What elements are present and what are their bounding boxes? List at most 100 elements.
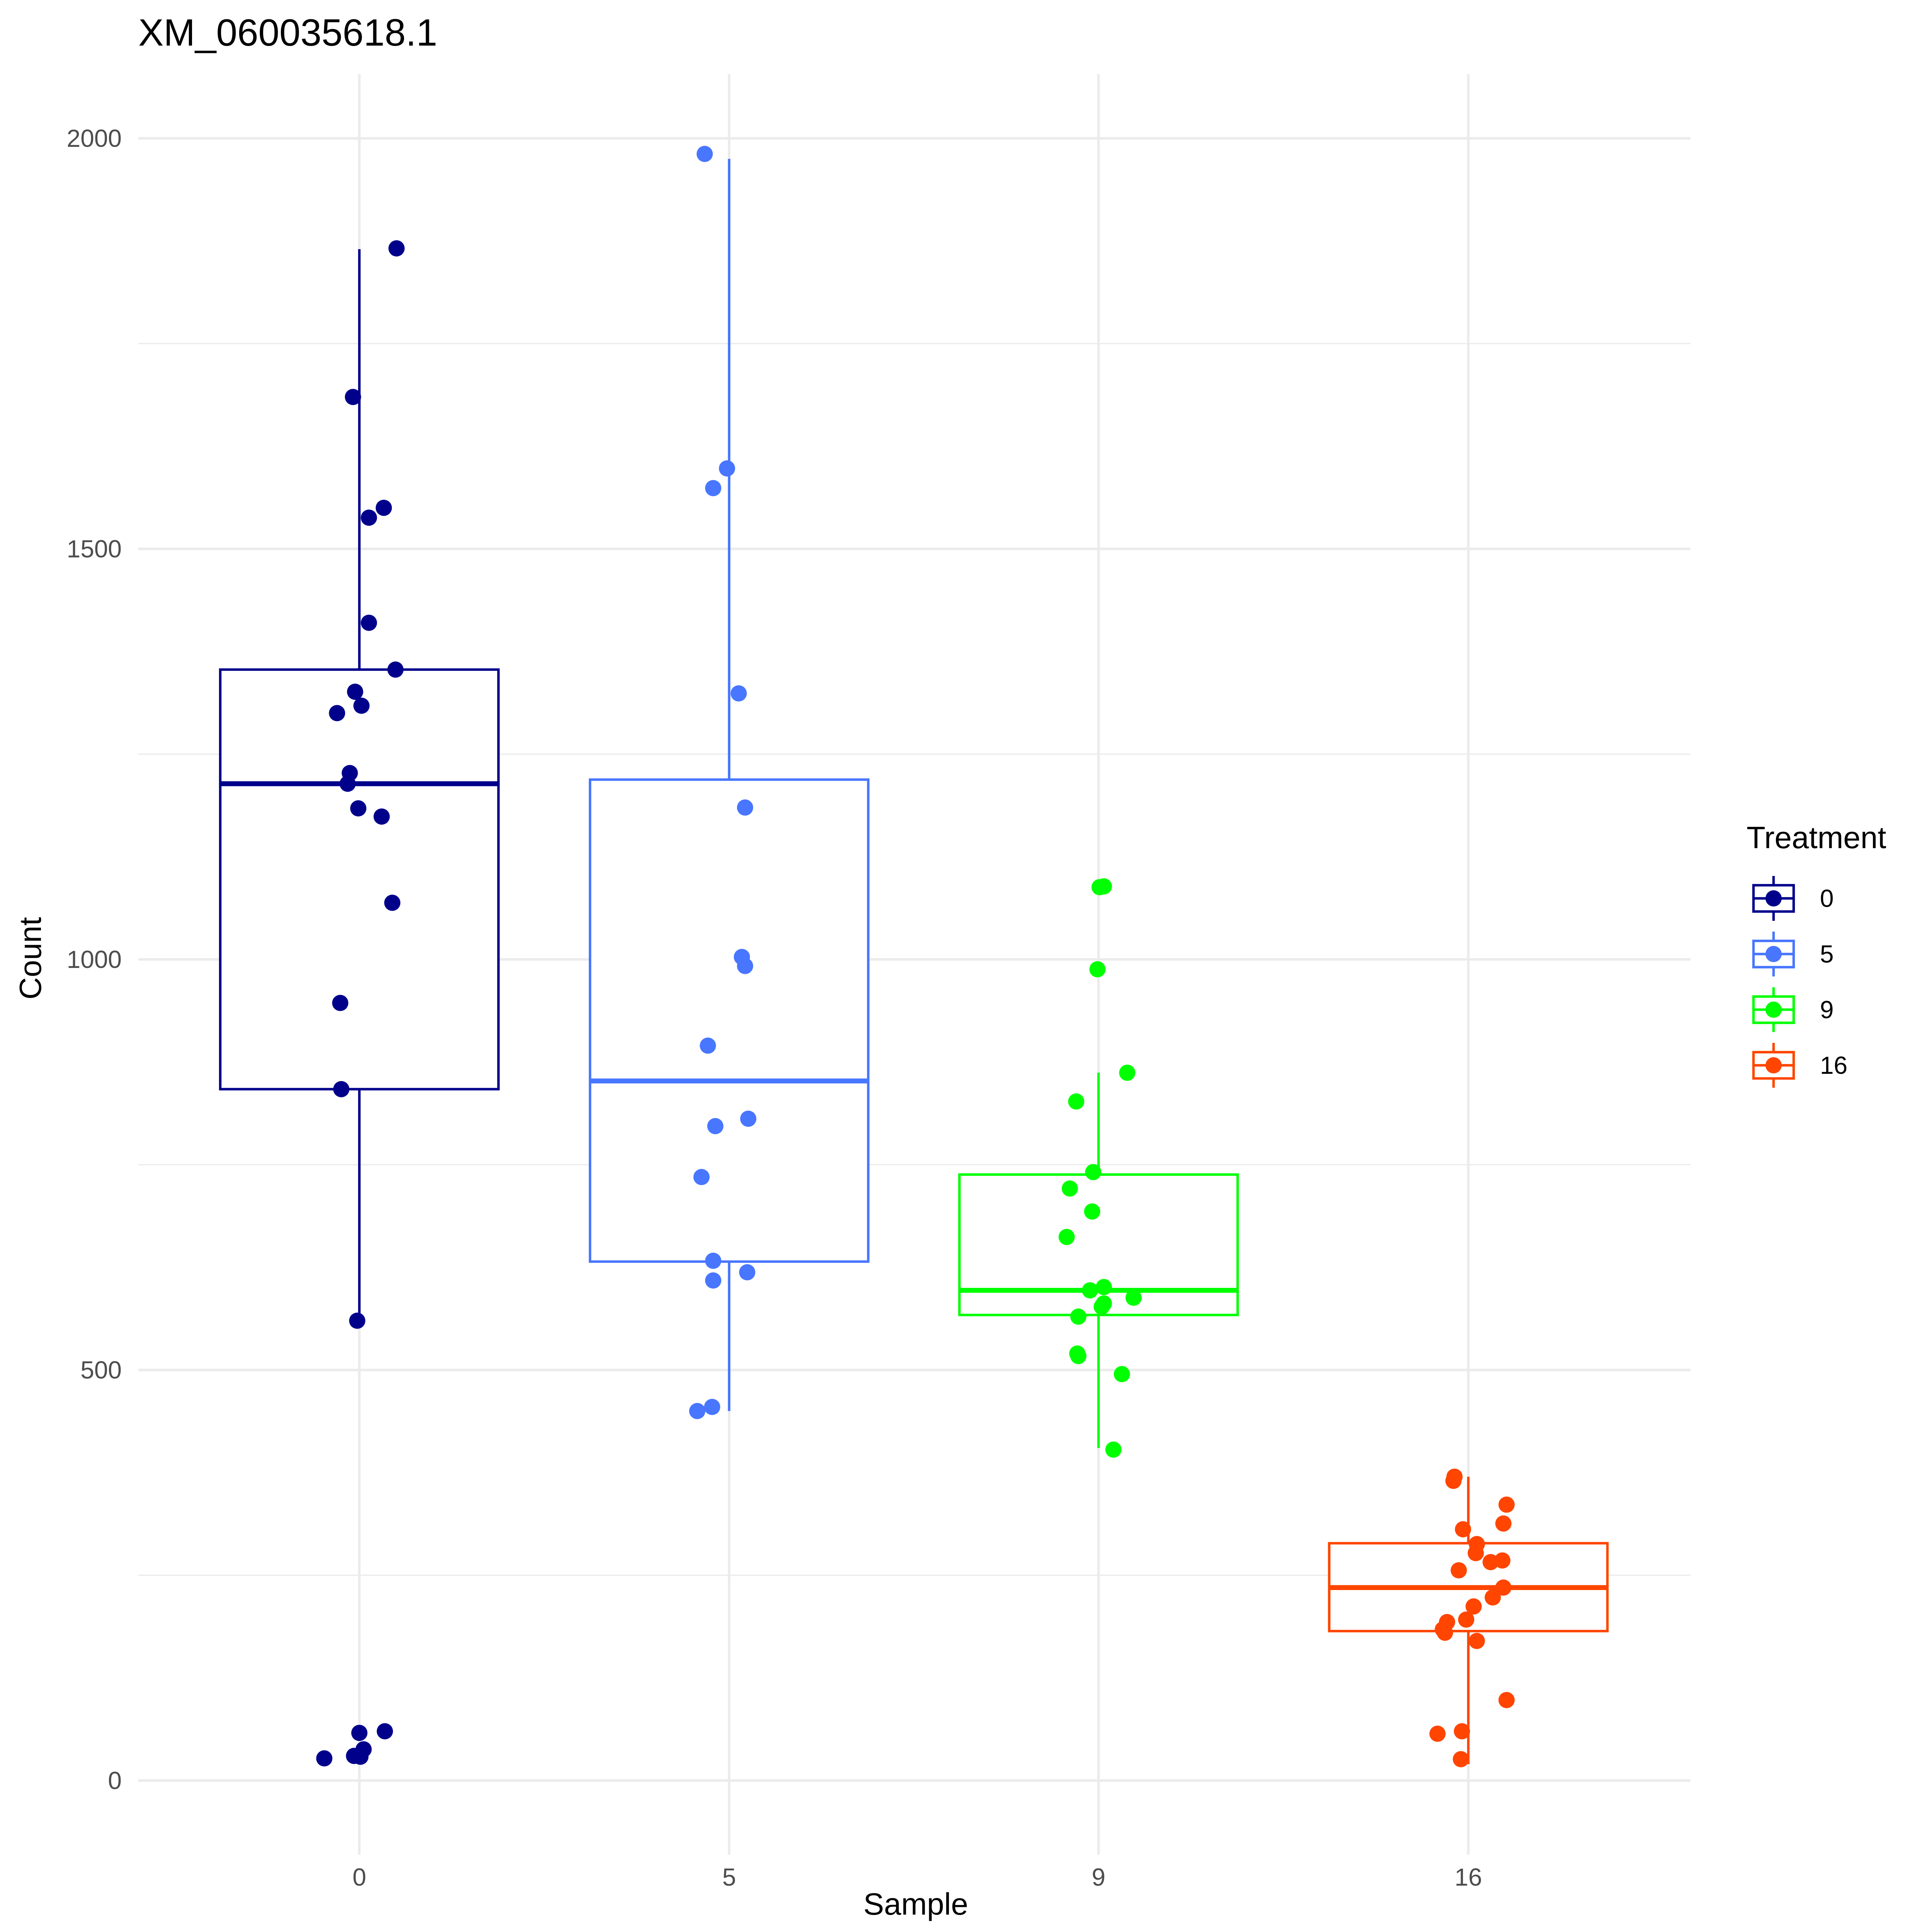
box-5 — [588, 159, 870, 1411]
data-point — [1068, 1093, 1085, 1110]
data-point — [333, 1081, 350, 1097]
data-point — [740, 1111, 757, 1127]
data-point — [1451, 1562, 1467, 1578]
data-point — [1465, 1598, 1482, 1615]
data-point — [1498, 1497, 1515, 1513]
data-point — [361, 509, 377, 526]
y-tick-label: 2000 — [67, 124, 122, 152]
legend-label: 5 — [1820, 940, 1834, 968]
data-point — [719, 460, 735, 477]
data-point — [1061, 1180, 1078, 1197]
data-point — [705, 1252, 721, 1269]
data-point — [689, 1403, 706, 1419]
legend-key-point — [1765, 890, 1782, 906]
data-point — [737, 799, 753, 816]
data-point — [1114, 1366, 1130, 1383]
data-point — [316, 1750, 333, 1767]
data-point — [1429, 1725, 1446, 1742]
data-point — [737, 958, 753, 974]
data-point — [347, 684, 363, 700]
y-axis-title: Count — [13, 917, 48, 999]
data-point — [1058, 1229, 1075, 1245]
data-point — [1498, 1692, 1515, 1708]
legend-key-point — [1765, 1057, 1782, 1073]
data-point — [361, 614, 377, 631]
data-point — [730, 685, 747, 702]
box-iqr — [219, 668, 500, 1090]
data-point — [1082, 1282, 1098, 1299]
data-point — [1445, 1473, 1462, 1489]
data-point — [345, 389, 361, 405]
chart-title: XM_060035618.1 — [138, 11, 437, 54]
data-point — [1454, 1723, 1470, 1740]
points-9 — [1058, 878, 1142, 1458]
data-point — [377, 1723, 393, 1740]
box-iqr — [958, 1173, 1239, 1316]
data-point — [329, 705, 345, 721]
box-iqr — [588, 778, 870, 1263]
data-point — [1094, 1298, 1110, 1315]
data-point — [700, 1037, 716, 1054]
data-point — [739, 1264, 755, 1281]
legend-key-point — [1765, 946, 1782, 962]
y-tick-label: 1500 — [67, 535, 122, 563]
data-point — [1105, 1441, 1122, 1458]
data-point — [373, 808, 390, 825]
boxes — [219, 159, 1609, 1764]
legend-key-16 — [1752, 1043, 1795, 1088]
data-point — [384, 895, 401, 911]
data-point — [1070, 1308, 1087, 1325]
data-point — [349, 1313, 366, 1329]
data-point — [1468, 1545, 1484, 1561]
points-5 — [689, 146, 757, 1419]
points-16 — [1429, 1468, 1515, 1767]
legend-label: 16 — [1820, 1051, 1847, 1079]
box-0 — [219, 249, 500, 1321]
legend-key-5 — [1752, 932, 1795, 976]
x-tick-label: 9 — [1092, 1863, 1105, 1891]
data-point — [1437, 1624, 1453, 1641]
data-point — [350, 800, 367, 816]
data-point — [705, 1272, 721, 1289]
points-0 — [316, 240, 405, 1767]
data-point — [705, 480, 721, 497]
y-tick-label: 0 — [108, 1767, 122, 1794]
data-point — [1495, 1515, 1512, 1532]
legend-key-0 — [1752, 876, 1795, 921]
legend-title: Treatment — [1747, 820, 1886, 855]
legend-key-9 — [1752, 987, 1795, 1032]
data-point — [1469, 1633, 1485, 1649]
data-point — [388, 240, 405, 257]
data-point — [1458, 1611, 1475, 1628]
data-point — [696, 146, 713, 162]
data-point — [693, 1169, 710, 1185]
data-points — [316, 146, 1515, 1767]
data-point — [1455, 1521, 1471, 1537]
legend-label: 0 — [1820, 884, 1834, 912]
data-point — [351, 1725, 367, 1741]
data-point — [339, 776, 356, 792]
legend-label: 9 — [1820, 996, 1834, 1024]
x-tick-label: 16 — [1454, 1863, 1482, 1891]
data-point — [1091, 879, 1108, 895]
data-point — [1085, 1164, 1102, 1180]
y-tick-label: 1000 — [67, 946, 122, 973]
data-point — [707, 1118, 724, 1134]
data-point — [1452, 1751, 1469, 1767]
data-point — [1485, 1589, 1501, 1606]
x-axis-title: Sample — [863, 1887, 968, 1921]
data-point — [353, 697, 370, 714]
data-point — [352, 1748, 369, 1765]
data-point — [1089, 961, 1106, 978]
data-point — [1095, 1279, 1112, 1295]
data-point — [332, 995, 349, 1011]
y-tick-label: 500 — [80, 1356, 122, 1384]
data-point — [1119, 1065, 1136, 1081]
axes: 0 500 1000 1500 2000 0 5 9 16 — [67, 124, 1482, 1891]
data-point — [704, 1399, 720, 1415]
x-tick-label: 5 — [722, 1863, 736, 1891]
data-point — [376, 500, 392, 516]
legend-key-point — [1765, 1002, 1782, 1018]
data-point — [387, 661, 404, 678]
data-point — [1125, 1289, 1142, 1306]
